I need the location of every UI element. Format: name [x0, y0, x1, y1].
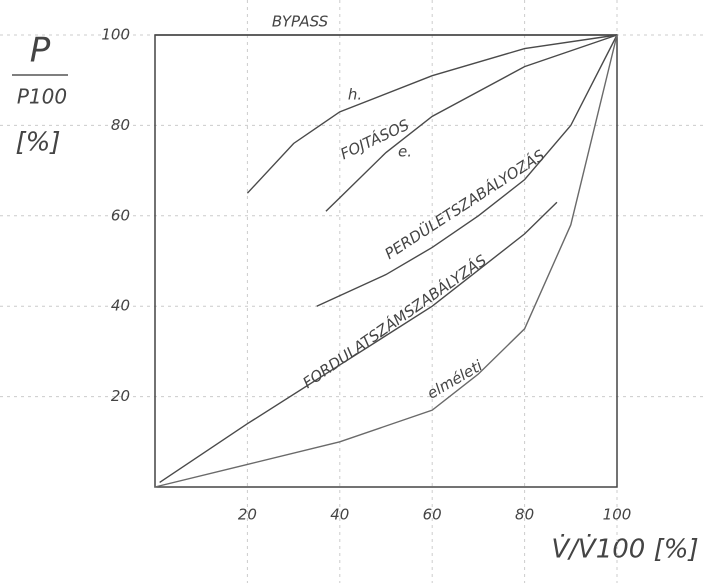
plot-frame — [155, 35, 617, 487]
y-label-unit: [%] — [16, 128, 61, 158]
x-tick-label: 20 — [238, 506, 257, 524]
x-tick-label: 60 — [423, 506, 442, 524]
curve-label: h. — [348, 86, 362, 104]
x-tick-label: 100 — [603, 506, 632, 524]
y-tick-label: 60 — [111, 206, 130, 224]
y-tick-label: 80 — [111, 116, 130, 134]
curve — [155, 35, 617, 487]
y-tick-label: 100 — [101, 26, 130, 44]
x-label: V̇/V̇100 [%] — [551, 533, 698, 565]
curve — [326, 35, 617, 211]
y-label-numerator: P — [30, 31, 51, 71]
y-label-denominator: P100 — [17, 85, 67, 109]
chart: P P100 [%] V̇/V̇100 [%] 20 40 60 80 100 20 40 6… — [0, 0, 704, 583]
y-tick-label: 40 — [111, 297, 130, 315]
curve-label: BYPASS — [272, 13, 329, 31]
x-tick-label: 80 — [515, 506, 534, 524]
y-tick-label: 20 — [111, 387, 130, 405]
curve-label: PERDÜLETSZABÁLYOZÁS — [381, 145, 548, 263]
curve-label: elméleti — [424, 356, 486, 402]
x-tick-label: 40 — [330, 506, 349, 524]
curve-label: e. — [398, 143, 412, 161]
